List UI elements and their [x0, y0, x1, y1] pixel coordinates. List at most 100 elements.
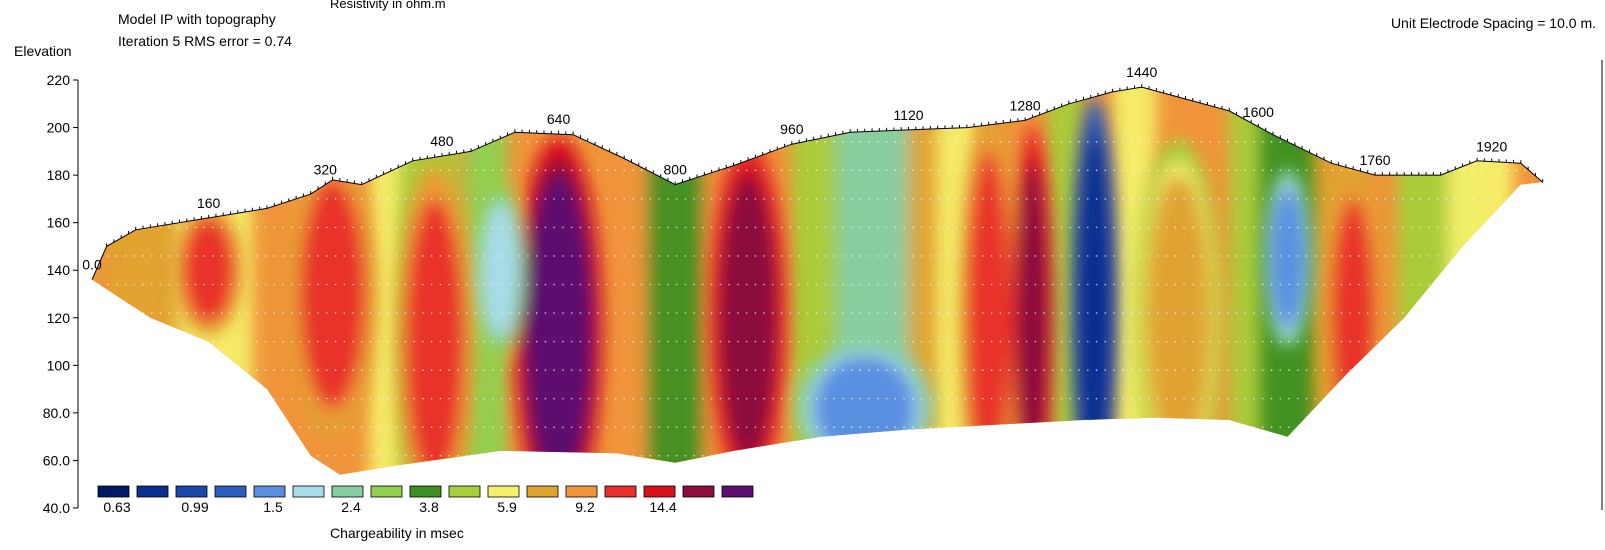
grid-dot [1541, 226, 1543, 229]
grid-dot [177, 454, 179, 457]
grid-dot [1122, 426, 1124, 428]
grid-dot [754, 454, 757, 457]
grid-dot [107, 283, 109, 286]
grid-dot [509, 397, 512, 400]
grid-dot [518, 397, 520, 400]
grid-dot [570, 198, 573, 200]
grid-dot [1270, 312, 1273, 314]
grid-dot [1191, 312, 1194, 314]
grid-dot [693, 426, 695, 428]
grid-dot [360, 454, 363, 457]
grid-dot [264, 340, 267, 343]
grid-dot [457, 198, 459, 200]
grid-dot [1375, 198, 1378, 200]
grid-dot [588, 312, 590, 314]
grid-dot [168, 426, 171, 428]
grid-dot [562, 340, 564, 343]
grid-dot [474, 255, 477, 257]
grid-dot [798, 226, 800, 229]
colorbar-tick-label: 14.4 [649, 499, 676, 515]
grid-dot [947, 141, 949, 143]
grid-dot [1156, 283, 1159, 286]
grid-dot [780, 426, 783, 428]
grid-dot [1480, 454, 1483, 457]
grid-dot [1436, 226, 1439, 229]
grid-dot [1349, 169, 1352, 172]
grid-dot [1288, 283, 1290, 286]
grid-dot [107, 369, 109, 371]
grid-dot [798, 312, 800, 314]
grid-dot [850, 283, 853, 286]
grid-dot [912, 426, 914, 428]
grid-dot [1008, 340, 1010, 343]
grid-dot [308, 226, 311, 229]
grid-dot [343, 312, 346, 314]
grid-dot [247, 283, 249, 286]
grid-dot [1113, 454, 1115, 457]
grid-dot [964, 141, 967, 143]
grid-dot [1052, 198, 1054, 200]
grid-dot [1366, 340, 1369, 343]
grid-dot [107, 312, 109, 314]
grid-dot [404, 255, 407, 257]
grid-dot [1209, 340, 1212, 343]
grid-dot [282, 283, 284, 286]
grid-dot [579, 397, 582, 400]
grid-dot [1279, 369, 1282, 371]
grid-dot [859, 454, 862, 457]
grid-dot [964, 397, 967, 400]
grid-dot [815, 397, 818, 400]
grid-dot [1445, 369, 1448, 371]
grid-dot [1445, 198, 1448, 200]
grid-dot [763, 283, 765, 286]
grid-dot [185, 255, 188, 257]
grid-dot [973, 169, 975, 172]
grid-dot [1200, 169, 1203, 172]
grid-dot [439, 426, 442, 428]
grid-dot [1008, 226, 1010, 229]
grid-dot [780, 141, 783, 143]
grid-dot [640, 255, 643, 257]
grid-dot [1218, 340, 1220, 343]
grid-dot [1323, 283, 1325, 286]
grid-dot [614, 141, 617, 143]
grid-dot [325, 369, 328, 371]
grid-dot [1235, 141, 1238, 143]
grid-dot [990, 226, 993, 229]
grid-dot [387, 283, 389, 286]
grid-dot [553, 169, 555, 172]
grid-dot [1498, 369, 1500, 371]
grid-dot [1226, 397, 1229, 400]
grid-dot [1323, 169, 1325, 172]
grid-dot [938, 283, 940, 286]
grid-dot [317, 312, 319, 314]
grid-dot [247, 369, 249, 371]
grid-dot [212, 397, 214, 400]
grid-dot [955, 198, 958, 200]
grid-dot [912, 141, 914, 143]
grid-dot [1122, 169, 1124, 172]
grid-dot [255, 226, 258, 229]
grid-dot [352, 312, 354, 314]
grid-dot [1454, 141, 1457, 143]
grid-dot [920, 283, 923, 286]
grid-dot [247, 426, 249, 428]
grid-dot [378, 312, 381, 314]
grid-dot [597, 426, 599, 428]
grid-dot [579, 340, 582, 343]
grid-dot [282, 454, 284, 457]
grid-dot [675, 198, 678, 200]
grid-dot [124, 369, 127, 371]
grid-dot [947, 283, 949, 286]
grid-dot [1506, 283, 1509, 286]
grid-dot [684, 369, 687, 371]
grid-dot [999, 340, 1002, 343]
grid-dot [1060, 340, 1063, 343]
grid-dot [1017, 255, 1019, 257]
grid-dot [343, 169, 346, 172]
grid-dot [1498, 226, 1500, 229]
grid-dot [1410, 283, 1413, 286]
grid-dot [1270, 198, 1273, 200]
grid-dot [824, 141, 827, 143]
grid-dot [527, 454, 529, 457]
